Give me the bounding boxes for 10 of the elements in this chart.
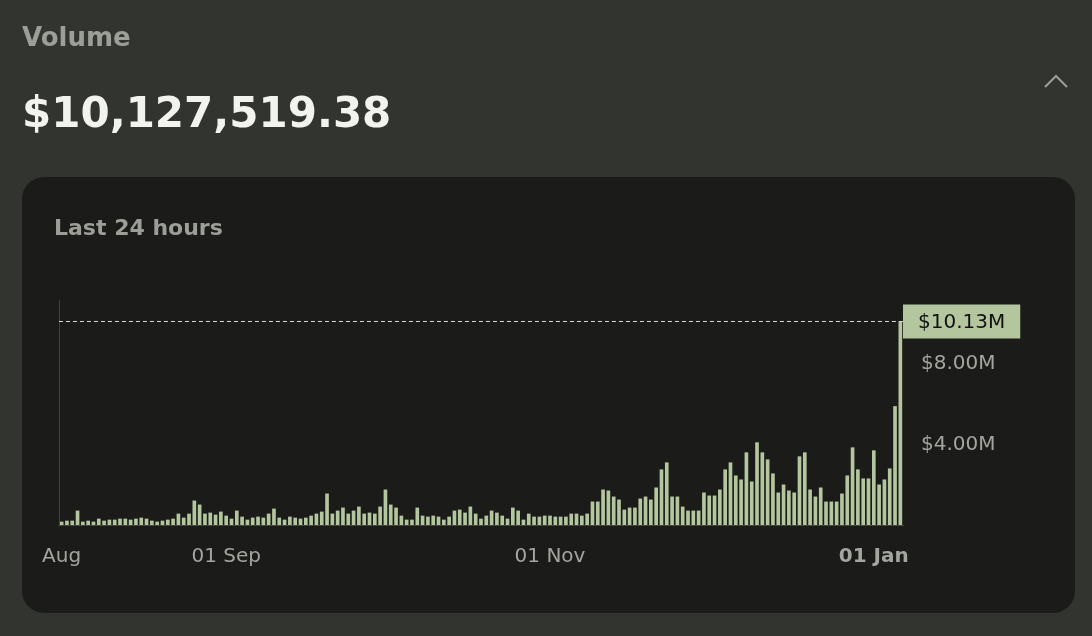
x-tick-label: 01 Nov xyxy=(514,543,586,568)
chart-subtitle: $10,127,519.38 xyxy=(22,88,392,137)
y-tick-label: $8.00M xyxy=(921,350,996,375)
x-tick-label: 01 Jan xyxy=(838,543,909,568)
y-tick-label: $4.00M xyxy=(921,430,996,455)
x-tick-label: 01 Sep xyxy=(191,543,261,568)
text: Last 24 hours xyxy=(54,215,223,240)
chart-title: Volume xyxy=(22,22,131,52)
ref-line-label: $10.13M xyxy=(917,308,1006,333)
x-tick-label: Aug xyxy=(42,543,82,568)
